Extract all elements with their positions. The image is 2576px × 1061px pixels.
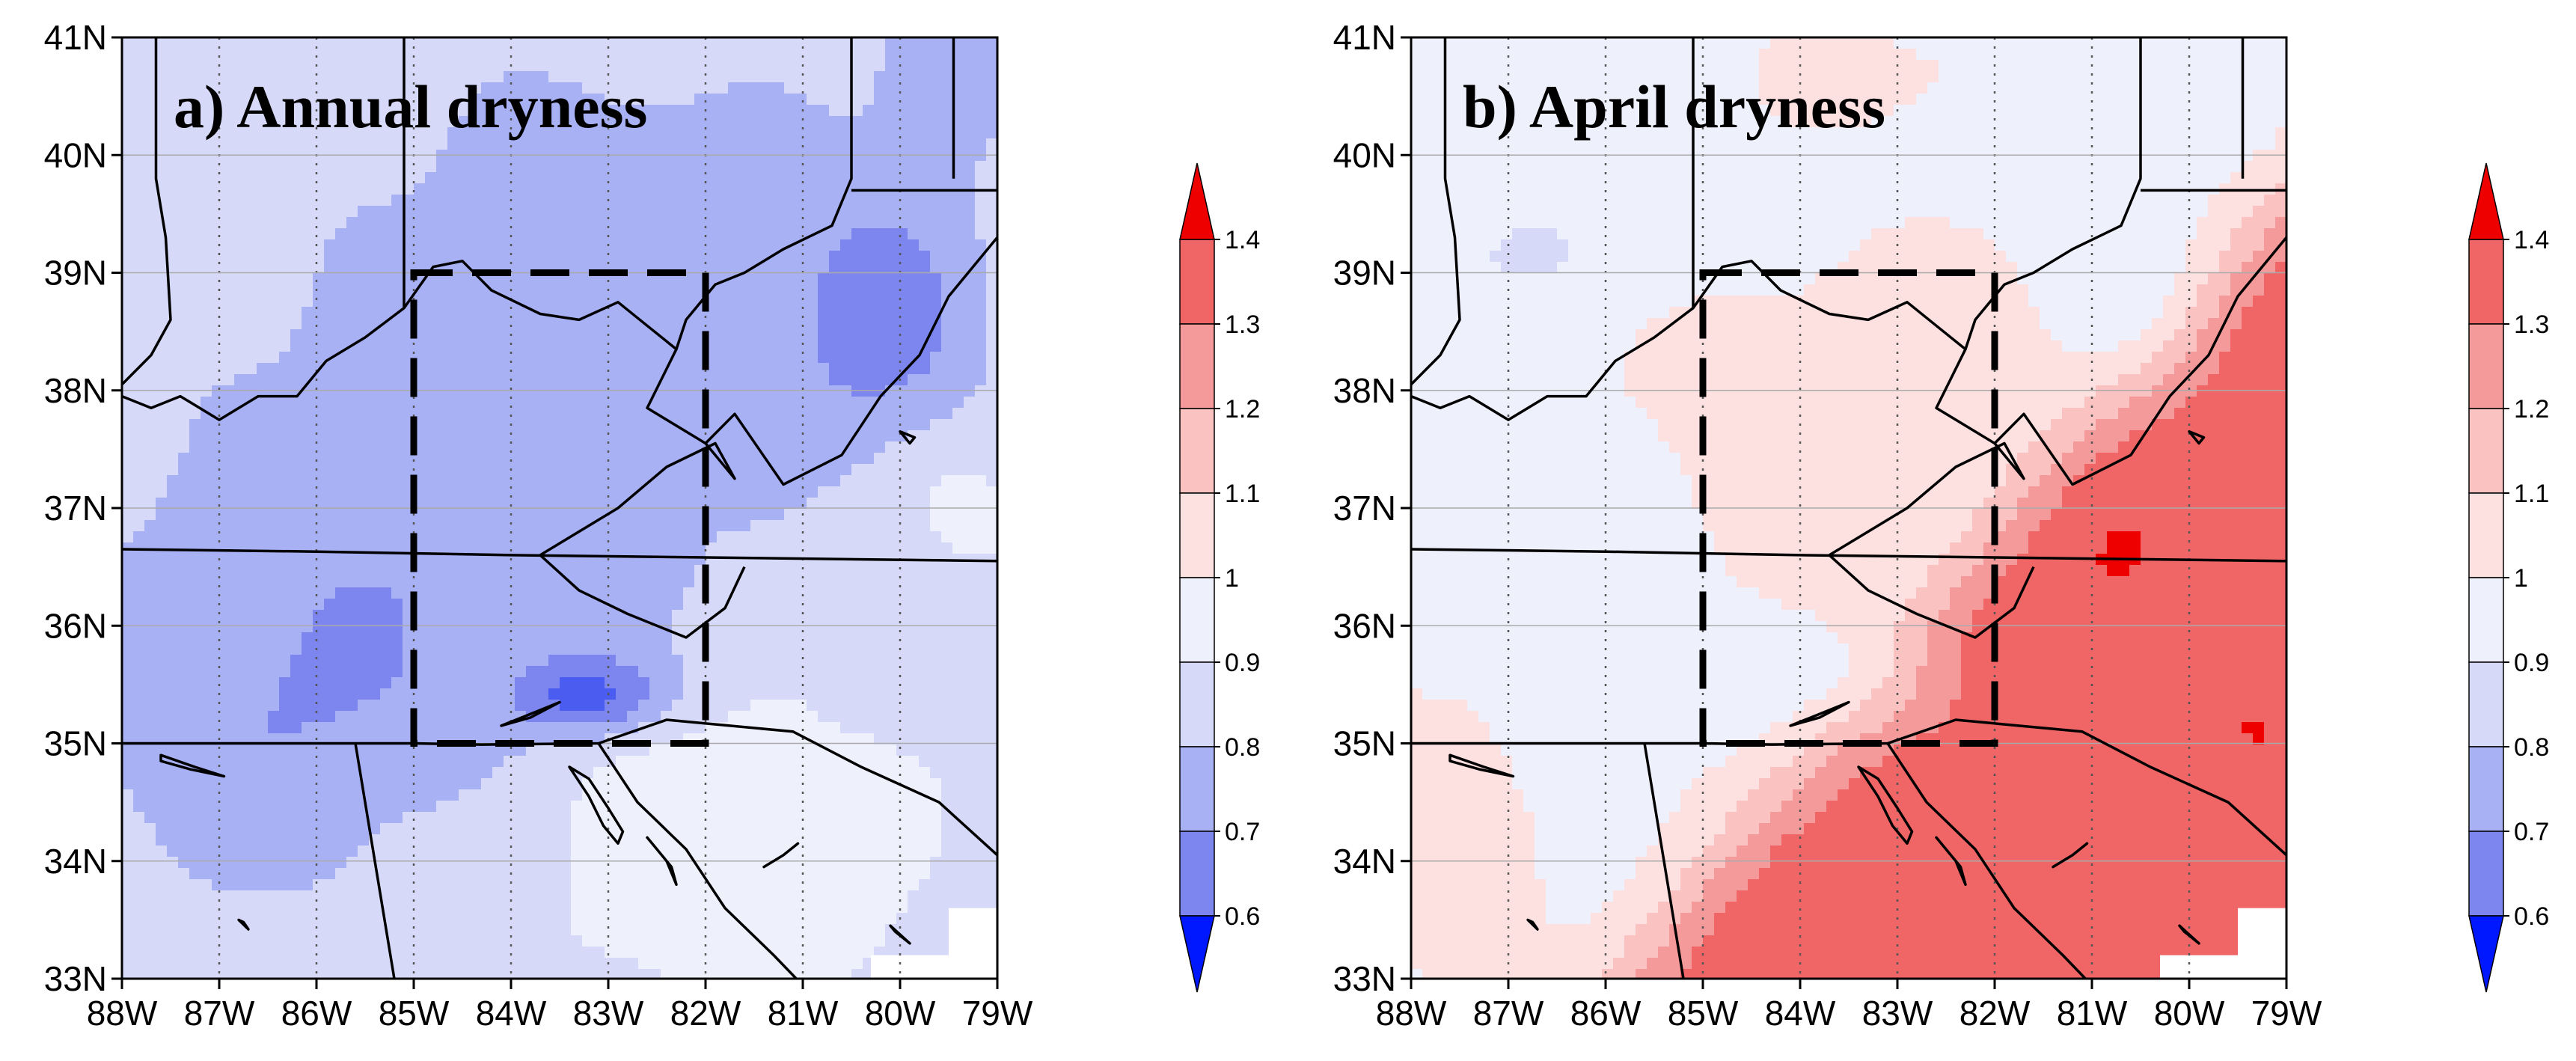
lat-tick-label: 39N [44, 254, 107, 293]
lat-tick-label: 37N [1333, 489, 1396, 528]
lon-tick-label: 85W [1668, 994, 1739, 1033]
lat-tick-label: 33N [1333, 959, 1396, 998]
colorbar-segment [1179, 492, 1215, 578]
colorbar-label: 1.1 [2514, 480, 2549, 508]
colorbar-segment [1179, 408, 1215, 494]
colorbar-label: 1.3 [2514, 311, 2549, 339]
colorbar-label: 0.9 [2514, 649, 2549, 677]
lat-tick-label: 41N [44, 18, 107, 57]
colorbar-label: 1.2 [1225, 395, 1260, 424]
lon-tick-label: 79W [962, 994, 1033, 1033]
colorbar-segment [2468, 661, 2504, 747]
panel-title: a) Annual dryness [174, 73, 647, 141]
lon-tick-label: 83W [1862, 994, 1933, 1033]
colorbar-segment [2468, 492, 2504, 578]
colorbar-segment [2468, 239, 2504, 325]
lon-tick-label: 86W [281, 994, 352, 1033]
lat-tick-label: 34N [44, 842, 107, 881]
lat-tick-label: 38N [1333, 371, 1396, 410]
colorbar-max-arrow [2468, 162, 2504, 240]
colorbar-label: 1 [2514, 564, 2528, 593]
lat-tick-label: 37N [44, 489, 107, 528]
dryness-field [1411, 37, 2286, 979]
lon-tick-label: 82W [1959, 994, 2031, 1033]
lat-tick-label: 41N [1333, 18, 1396, 57]
state-boundaries [122, 37, 997, 979]
colorbar-label: 1.4 [1225, 226, 1260, 254]
colorbar-label: 0.6 [2514, 902, 2549, 931]
lat-tick-label: 33N [44, 959, 107, 998]
lat-tick-label: 40N [1333, 135, 1396, 174]
lat-tick-label: 36N [44, 606, 107, 645]
panel-title: b) April dryness [1463, 73, 1885, 141]
colorbar: 1.4 1.3 1.2 1.1 1 0.9 0.8 0.7 0.6 [2468, 162, 2549, 993]
colorbar-segment [1179, 746, 1215, 832]
colorbar-min-arrow [2468, 915, 2504, 993]
lon-tick-label: 84W [476, 994, 547, 1033]
colorbar-segment [2468, 577, 2504, 663]
colorbar-label: 0.6 [1225, 902, 1260, 931]
colorbar-min-arrow [1179, 915, 1215, 993]
lat-tick-label: 36N [1333, 606, 1396, 645]
colorbar-segment [1179, 239, 1215, 325]
colorbar-label: 0.7 [2514, 818, 2549, 846]
colorbar-segment [1179, 831, 1215, 917]
lon-tick-label: 81W [2057, 994, 2128, 1033]
lon-tick-label: 88W [1376, 994, 1447, 1033]
lon-tick-label: 83W [573, 994, 644, 1033]
lon-tick-label: 87W [184, 994, 255, 1033]
lat-tick-label: 35N [44, 724, 107, 763]
colorbar-segment [1179, 323, 1215, 409]
state-boundaries [1411, 37, 2286, 979]
colorbar-segment [1179, 661, 1215, 747]
lon-tick-label: 87W [1473, 994, 1544, 1033]
panel-april-dryness: 41N 40N 39N 38N 37N 36N 35N 34N 33N 88W 87W 86W 85W 8… [1289, 0, 2576, 1061]
colorbar-label: 0.8 [2514, 733, 2549, 762]
panel-annual-dryness: 41N 40N 39N 38N 37N 36N 35N 34N 33N 88W 87W 86W 85W 8… [0, 0, 1287, 1061]
lon-tick-label: 81W [768, 994, 839, 1033]
colorbar: 1.4 1.3 1.2 1.1 1 0.9 0.8 0.7 0.6 [1179, 162, 1260, 993]
lon-tick-label: 79W [2251, 994, 2322, 1033]
colorbar-label: 1.1 [1225, 480, 1260, 508]
colorbar-max-arrow [1179, 162, 1215, 240]
lat-tick-label: 34N [1333, 842, 1396, 881]
study-area-box [1699, 269, 1998, 747]
colorbar-label: 1.2 [2514, 395, 2549, 424]
lat-tick-label: 40N [44, 135, 107, 174]
colorbar-segment [2468, 831, 2504, 917]
lon-tick-label: 82W [670, 994, 741, 1033]
study-area-box [410, 269, 709, 747]
colorbar-label: 0.7 [1225, 818, 1260, 846]
colorbar-label: 1.3 [1225, 311, 1260, 339]
colorbar-segment [1179, 577, 1215, 663]
lat-tick-label: 38N [44, 371, 107, 410]
lon-tick-label: 86W [1570, 994, 1642, 1033]
colorbar-segment [2468, 746, 2504, 832]
lon-tick-label: 80W [2154, 994, 2225, 1033]
colorbar-segment [2468, 408, 2504, 494]
dryness-field [122, 37, 997, 979]
lat-tick-label: 35N [1333, 724, 1396, 763]
lat-tick-label: 39N [1333, 254, 1396, 293]
colorbar-segment [2468, 323, 2504, 409]
lon-tick-label: 84W [1765, 994, 1836, 1033]
lon-tick-label: 80W [865, 994, 936, 1033]
colorbar-label: 1 [1225, 564, 1239, 593]
colorbar-label: 1.4 [2514, 226, 2549, 254]
lon-tick-label: 88W [87, 994, 158, 1033]
colorbar-label: 0.9 [1225, 649, 1260, 677]
lon-tick-label: 85W [379, 994, 450, 1033]
colorbar-label: 0.8 [1225, 733, 1260, 762]
